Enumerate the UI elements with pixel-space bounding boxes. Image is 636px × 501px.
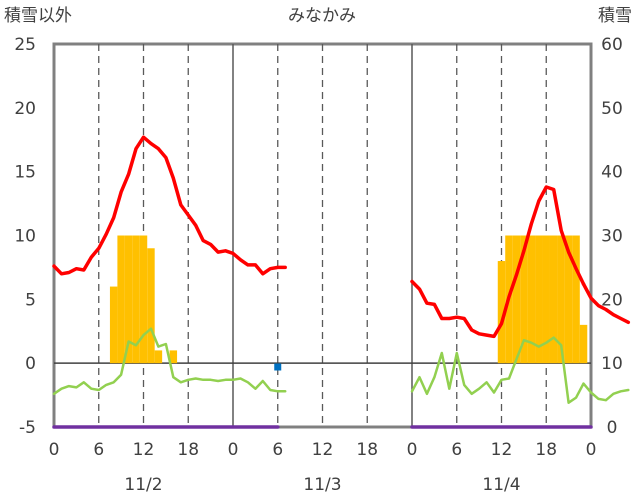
date-label: 11/3	[303, 475, 341, 495]
precipitation-bar	[564, 235, 573, 364]
precipitation-bar	[535, 235, 543, 364]
x-tick-label: 12	[312, 440, 334, 460]
right-y-tick-label: 0	[607, 418, 618, 438]
x-tick-label: 12	[491, 440, 513, 460]
right-y-tick-label: 10	[601, 354, 623, 374]
x-tick-label: 6	[451, 440, 462, 460]
precipitation-bar	[579, 324, 588, 364]
precipitation-bar	[549, 235, 558, 364]
x-tick-label: 18	[177, 440, 199, 460]
precipitation-bar	[154, 350, 163, 364]
right-y-tick-label: 50	[601, 99, 623, 119]
x-tick-label: 0	[228, 440, 239, 460]
data-marker	[274, 363, 282, 371]
date-label: 11/2	[124, 475, 162, 495]
right-y-tick-label: 40	[601, 163, 623, 183]
right-y-tick-label: 20	[601, 290, 623, 310]
wind-line	[410, 336, 630, 404]
x-tick-label: 18	[535, 440, 557, 460]
x-tick-label: 6	[93, 440, 104, 460]
left-axis-title: 積雪以外	[4, 6, 72, 26]
x-tick-label: 0	[49, 440, 60, 460]
left-y-tick-label: 20	[14, 99, 36, 119]
precipitation-bar	[572, 235, 580, 364]
precipitation-bar	[527, 235, 536, 364]
precipitation-bar	[512, 235, 521, 364]
right-y-tick-label: 60	[601, 35, 623, 55]
precipitation-bar	[557, 235, 565, 364]
x-tick-label: 6	[272, 440, 283, 460]
left-y-tick-label: 15	[14, 163, 36, 183]
right-axis-title: 積雪	[598, 6, 632, 26]
grid-lines	[54, 44, 591, 427]
precipitation-bar	[497, 261, 506, 364]
precipitation-bar	[169, 350, 178, 364]
left-y-tick-label: 25	[14, 35, 36, 55]
left-y-tick-label: 5	[25, 290, 36, 310]
right-y-tick-label: 30	[601, 227, 623, 247]
temperature-line	[410, 185, 586, 339]
series-lines	[52, 135, 631, 429]
precipitation-bar	[542, 235, 550, 364]
left-y-tick-label: -5	[19, 418, 36, 438]
x-tick-label: 12	[133, 440, 155, 460]
temperature-line	[52, 135, 287, 276]
precipitation-bar	[147, 248, 155, 364]
x-tick-label: 0	[407, 440, 418, 460]
temperature-line	[581, 282, 631, 325]
wind-line	[52, 327, 287, 396]
left-y-tick-label: 0	[25, 354, 36, 374]
date-label: 11/4	[482, 475, 520, 495]
precipitation-bar	[109, 286, 118, 364]
chart-title: みなかみ	[288, 6, 356, 26]
x-tick-label: 0	[586, 440, 597, 460]
precipitation-bar	[139, 235, 148, 364]
x-tick-label: 18	[356, 440, 378, 460]
precipitation-bar	[520, 235, 528, 364]
left-y-tick-label: 10	[14, 227, 36, 247]
precipitation-bars	[109, 235, 588, 364]
precipitation-bar	[117, 235, 125, 364]
precipitation-bar	[124, 235, 133, 364]
precipitation-bar	[132, 235, 140, 364]
